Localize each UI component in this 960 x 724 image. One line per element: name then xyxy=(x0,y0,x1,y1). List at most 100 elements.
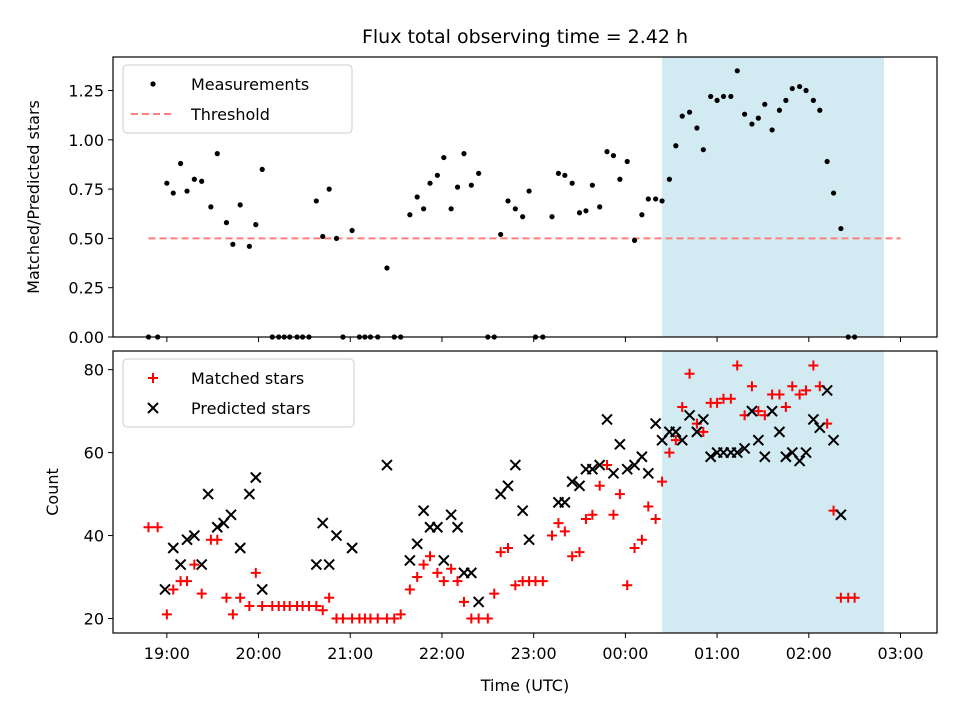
predicted-stars-point xyxy=(472,596,485,608)
measurements-point xyxy=(520,214,526,220)
predicted-stars-point xyxy=(417,504,430,517)
predicted-stars-point xyxy=(174,558,187,571)
y-tick-label: 1.25 xyxy=(68,82,104,101)
matched-stars-point xyxy=(794,389,805,400)
measurements-point xyxy=(320,233,326,240)
predicted-stars-point xyxy=(330,529,343,542)
measurements-point xyxy=(776,107,783,113)
matched-stars-point xyxy=(657,476,668,487)
predicted-stars-point xyxy=(451,521,464,533)
x-tick-label: 02:00 xyxy=(786,644,832,663)
matched-stars-point xyxy=(372,613,383,624)
measurements-point xyxy=(797,83,803,90)
ratio-panel: 0.00 0.25 0.50 0.75 1.00 1.25 Matched/Predicte… xyxy=(24,56,938,347)
count-panel: 20 40 60 80 19:00 20:00 21:00 22:00 23:00 00:00 01… xyxy=(43,350,938,663)
measurements-point xyxy=(783,97,789,103)
measurements-point xyxy=(604,149,610,155)
matched-stars-point xyxy=(324,592,335,603)
matched-stars-point xyxy=(567,551,578,562)
y-tick-label: 40 xyxy=(84,527,104,546)
measurements-point xyxy=(769,127,775,133)
x-tick-label: 22:00 xyxy=(419,644,465,663)
measurements-point xyxy=(589,182,595,188)
matched-stars-point xyxy=(418,559,429,570)
measurements-point xyxy=(349,227,355,234)
matched-stars-point xyxy=(337,613,348,624)
matched-stars-point xyxy=(432,567,443,578)
x-axis-label: Time (UTC) xyxy=(480,676,569,695)
predicted-stars-point xyxy=(516,504,529,517)
matched-stars-point xyxy=(670,435,681,446)
matched-stars-point xyxy=(787,381,798,392)
measurements-point xyxy=(576,210,583,216)
predicted-stars-point xyxy=(225,509,237,521)
measurements-point xyxy=(645,196,651,202)
predicted-stars-point xyxy=(256,583,268,596)
measurements-point xyxy=(694,125,700,131)
y-tick-label: 60 xyxy=(84,444,104,463)
measurements-point xyxy=(184,188,190,194)
legend-marker xyxy=(150,81,156,87)
measurements-point xyxy=(583,208,589,214)
predicted-stars-point xyxy=(465,567,478,579)
x-tick-label: 21:00 xyxy=(327,644,373,663)
predicted-stars-point xyxy=(649,417,662,430)
measurements-point xyxy=(762,101,768,107)
matched-stars-point xyxy=(189,559,200,570)
measurements-point xyxy=(624,158,630,165)
measurements-point xyxy=(237,202,243,208)
y-tick-label: 1.00 xyxy=(68,131,104,150)
matched-stars-point xyxy=(161,609,172,620)
y-tick-label: 80 xyxy=(84,361,104,380)
x-tick-label: 01:00 xyxy=(694,644,740,663)
measurements-point xyxy=(476,170,482,176)
measurements-point xyxy=(427,180,433,186)
predicted-stars-point xyxy=(731,446,743,459)
measurements-point xyxy=(214,151,220,157)
predicted-stars-point xyxy=(821,384,833,397)
predicted-stars-point xyxy=(234,542,246,554)
predicted-stars-point xyxy=(793,455,806,467)
measurements-point xyxy=(728,93,734,100)
predicted-stars-point xyxy=(704,451,717,463)
matched-stars-point xyxy=(212,534,223,545)
matched-stars-point xyxy=(495,547,506,558)
measurements-point xyxy=(448,206,454,212)
highlight-span-0 xyxy=(662,57,884,337)
predicted-stars-point xyxy=(188,529,201,542)
matched-stars-point xyxy=(244,601,255,612)
predicted-stars-point xyxy=(601,413,613,426)
measurements-point xyxy=(686,109,693,115)
legend-label: Predicted stars xyxy=(191,399,311,418)
matched-stars-point xyxy=(808,360,819,371)
measurements-point xyxy=(498,231,504,238)
matched-stars-point xyxy=(622,580,633,591)
measurements-point xyxy=(230,241,236,247)
matched-stars-point xyxy=(602,460,613,471)
measurements-point xyxy=(597,204,603,210)
matched-stars-point xyxy=(182,576,193,587)
measurements-point xyxy=(639,212,645,218)
measurements-point xyxy=(512,206,518,212)
matched-stars-point xyxy=(774,389,785,400)
predicted-stars-point xyxy=(593,459,606,471)
matched-stars-point xyxy=(547,530,558,541)
chart-title: Flux total observing time = 2.42 h xyxy=(362,26,688,48)
measurements-point xyxy=(749,121,755,127)
matched-stars-point xyxy=(650,513,661,524)
matched-stars-point xyxy=(446,563,457,574)
matched-stars-point xyxy=(684,368,695,379)
measurements-point xyxy=(407,212,413,218)
matched-stars-point xyxy=(412,572,423,583)
matched-stars-point xyxy=(629,542,640,553)
matched-stars-point xyxy=(801,385,812,396)
measurements-point xyxy=(810,97,816,103)
predicted-stars-point xyxy=(523,533,535,546)
measurements-point xyxy=(454,184,461,190)
predicted-stars-point xyxy=(670,426,682,438)
measurements-point xyxy=(199,178,205,184)
matched-stars-point xyxy=(452,576,463,587)
matched-stars-point xyxy=(753,406,764,417)
legend-marker xyxy=(147,402,159,414)
predicted-stars-point xyxy=(431,521,444,533)
